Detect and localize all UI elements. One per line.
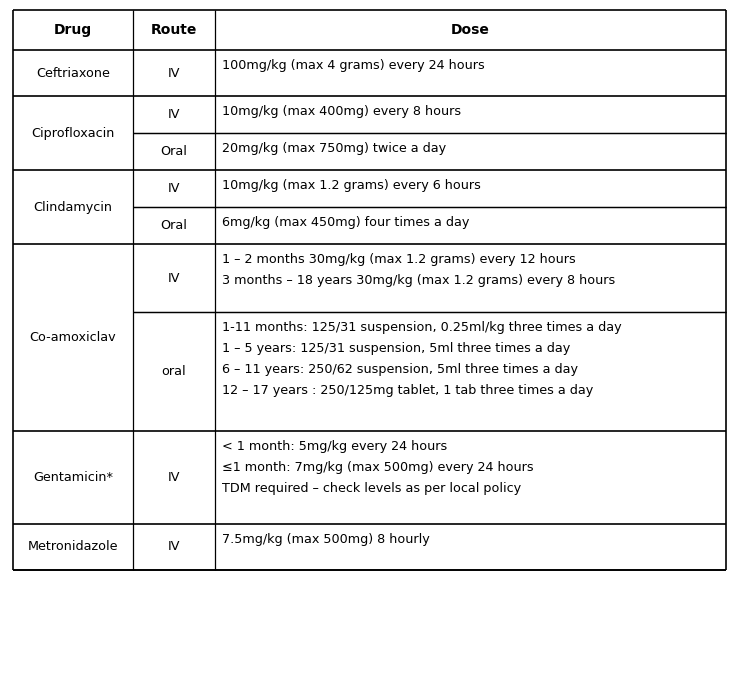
Text: IV: IV: [168, 67, 180, 80]
Text: Metronidazole: Metronidazole: [28, 541, 118, 554]
Text: oral: oral: [162, 365, 186, 378]
Text: Oral: Oral: [160, 219, 188, 232]
Text: Co-amoxiclav: Co-amoxiclav: [30, 331, 116, 344]
Text: Ciprofloxacin: Ciprofloxacin: [31, 126, 115, 139]
Text: Drug: Drug: [54, 23, 92, 37]
Text: 1-11 months: 125/31 suspension, 0.25ml/kg three times a day: 1-11 months: 125/31 suspension, 0.25ml/k…: [222, 321, 621, 334]
Text: IV: IV: [168, 541, 180, 554]
Text: IV: IV: [168, 108, 180, 121]
Text: Route: Route: [151, 23, 197, 37]
Text: 10mg/kg (max 400mg) every 8 hours: 10mg/kg (max 400mg) every 8 hours: [222, 105, 461, 118]
Text: 6mg/kg (max 450mg) four times a day: 6mg/kg (max 450mg) four times a day: [222, 216, 469, 229]
Text: 1 – 5 years: 125/31 suspension, 5ml three times a day: 1 – 5 years: 125/31 suspension, 5ml thre…: [222, 342, 571, 355]
Text: IV: IV: [168, 271, 180, 285]
Text: 20mg/kg (max 750mg) twice a day: 20mg/kg (max 750mg) twice a day: [222, 142, 446, 155]
Text: Gentamicin*: Gentamicin*: [33, 471, 113, 484]
Text: Dose: Dose: [451, 23, 490, 37]
Text: < 1 month: 5mg/kg every 24 hours: < 1 month: 5mg/kg every 24 hours: [222, 440, 447, 453]
Text: 3 months – 18 years 30mg/kg (max 1.2 grams) every 8 hours: 3 months – 18 years 30mg/kg (max 1.2 gra…: [222, 274, 616, 287]
Text: IV: IV: [168, 471, 180, 484]
Text: IV: IV: [168, 182, 180, 195]
Text: 100mg/kg (max 4 grams) every 24 hours: 100mg/kg (max 4 grams) every 24 hours: [222, 59, 485, 72]
Text: Clindamycin: Clindamycin: [33, 201, 112, 214]
Text: Oral: Oral: [160, 145, 188, 158]
Text: 1 – 2 months 30mg/kg (max 1.2 grams) every 12 hours: 1 – 2 months 30mg/kg (max 1.2 grams) eve…: [222, 253, 576, 266]
Text: Ceftriaxone: Ceftriaxone: [36, 67, 110, 80]
Text: ≤1 month: 7mg/kg (max 500mg) every 24 hours: ≤1 month: 7mg/kg (max 500mg) every 24 ho…: [222, 461, 534, 474]
Text: 6 – 11 years: 250/62 suspension, 5ml three times a day: 6 – 11 years: 250/62 suspension, 5ml thr…: [222, 363, 578, 376]
Text: 12 – 17 years : 250/125mg tablet, 1 tab three times a day: 12 – 17 years : 250/125mg tablet, 1 tab …: [222, 384, 593, 397]
Text: TDM required – check levels as per local policy: TDM required – check levels as per local…: [222, 482, 521, 495]
Text: 7.5mg/kg (max 500mg) 8 hourly: 7.5mg/kg (max 500mg) 8 hourly: [222, 533, 430, 546]
Text: 10mg/kg (max 1.2 grams) every 6 hours: 10mg/kg (max 1.2 grams) every 6 hours: [222, 179, 481, 192]
